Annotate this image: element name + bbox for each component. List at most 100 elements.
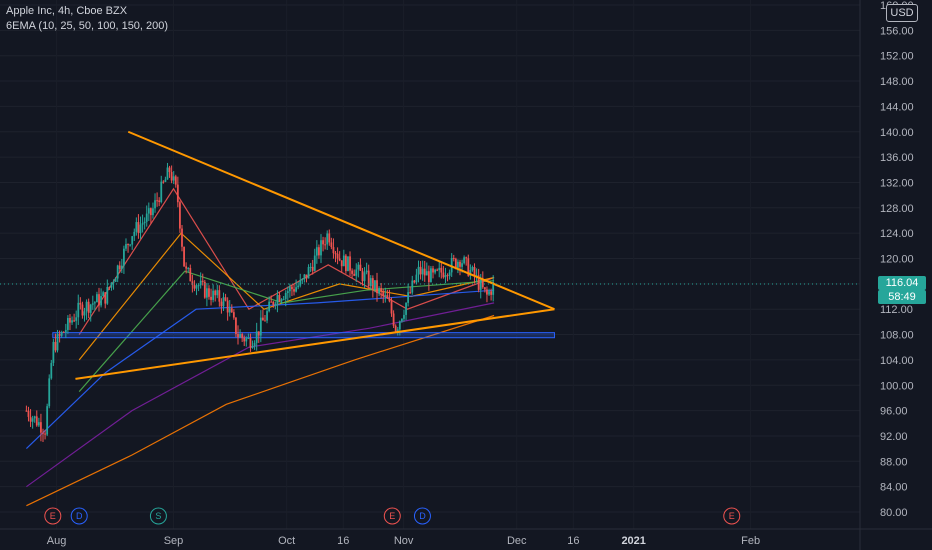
- candle-body: [152, 208, 154, 216]
- indicator-title[interactable]: 6EMA (10, 25, 50, 100, 150, 200): [6, 20, 169, 32]
- candle-body: [454, 258, 457, 268]
- candle-body: [44, 433, 46, 435]
- candle-body: [35, 416, 38, 426]
- candle-body: [355, 269, 358, 276]
- candle-body: [29, 416, 32, 422]
- candle-body: [253, 342, 256, 347]
- candle-body: [276, 294, 279, 304]
- event-earnings-marker: E: [383, 507, 401, 525]
- candle-body: [66, 317, 69, 330]
- candle-body: [286, 291, 289, 293]
- candle-body: [199, 280, 202, 286]
- candle-body: [56, 334, 59, 351]
- candle-body: [268, 301, 271, 312]
- candle-body: [284, 292, 287, 299]
- candle-body: [459, 261, 461, 267]
- price-tick-label: 152.00: [880, 51, 914, 63]
- candle-body: [423, 268, 426, 276]
- candle-body: [154, 200, 156, 209]
- candle-body: [31, 418, 34, 422]
- candle-body: [100, 296, 102, 306]
- last-price-label: 116.04: [878, 276, 926, 290]
- candle-body: [479, 279, 482, 290]
- candle-body: [139, 224, 142, 233]
- candle-body: [326, 233, 329, 245]
- candle-body: [104, 292, 107, 304]
- candle-body: [274, 303, 277, 305]
- candle-body: [421, 268, 424, 275]
- candle-body: [403, 314, 405, 319]
- candle-body: [185, 266, 188, 269]
- event-circle: [70, 507, 88, 525]
- candle-body: [301, 279, 304, 281]
- ema-150-line: [26, 302, 495, 488]
- candle-body: [183, 246, 185, 267]
- ema-10-line: [78, 187, 495, 335]
- candle-body: [193, 284, 196, 289]
- candle-body: [40, 422, 42, 433]
- candle-body: [390, 301, 393, 314]
- currency-button[interactable]: USD: [886, 4, 918, 22]
- event-circle: [723, 507, 741, 525]
- trendlines[interactable]: [75, 130, 555, 380]
- candle-body: [367, 270, 370, 287]
- price-tick-label: 104.00: [880, 355, 914, 367]
- candle-body: [457, 261, 459, 268]
- candle-body: [332, 247, 335, 254]
- candle-body: [197, 285, 200, 287]
- time-tick-label: Feb: [741, 535, 760, 547]
- candle-body: [98, 294, 100, 306]
- upper-trendline: [127, 130, 555, 311]
- candle-body: [143, 221, 146, 224]
- candle-body: [102, 292, 105, 297]
- candle-body: [374, 280, 376, 290]
- candle-body: [64, 329, 67, 333]
- candle-body: [315, 247, 318, 256]
- event-label: D: [419, 511, 426, 521]
- candle-body: [135, 222, 138, 232]
- candle-body: [425, 271, 428, 276]
- candle-body: [264, 320, 266, 322]
- candle-body: [222, 297, 225, 307]
- candle-body: [378, 288, 380, 294]
- lower-trendline: [75, 308, 555, 380]
- price-tick-label: 108.00: [880, 330, 914, 342]
- candle-body: [486, 289, 488, 295]
- symbol-title[interactable]: Apple Inc, 4h, Cboe BZX: [6, 5, 128, 17]
- candle-body: [313, 255, 316, 271]
- event-earnings-marker: E: [723, 507, 741, 525]
- event-circle: [413, 507, 431, 525]
- event-label: E: [729, 511, 735, 521]
- candle-body: [436, 269, 439, 271]
- support-zone[interactable]: [52, 332, 555, 339]
- ema-lines: [25, 187, 495, 507]
- candle-body: [147, 208, 150, 214]
- candle-body: [481, 279, 484, 288]
- candle-body: [396, 329, 399, 332]
- candle-body: [228, 308, 231, 313]
- candle-body: [91, 303, 94, 305]
- candle-body: [291, 286, 293, 290]
- candle-body: [344, 255, 347, 272]
- candle-body: [96, 294, 98, 303]
- candle-body: [224, 297, 227, 301]
- candle-body: [168, 167, 171, 173]
- time-tick-label: Dec: [507, 535, 527, 547]
- candle-body: [176, 184, 179, 203]
- candle-body: [232, 312, 235, 318]
- candle-body: [230, 308, 233, 313]
- candle-body: [77, 302, 80, 318]
- price-tick-label: 156.00: [880, 25, 914, 37]
- candle-body: [340, 260, 343, 267]
- candle-body: [50, 362, 53, 379]
- candle-body: [137, 222, 140, 233]
- candle-body: [162, 181, 165, 183]
- candle-body: [195, 285, 198, 289]
- candle-body: [210, 296, 212, 300]
- price-tick-label: 80.00: [880, 507, 908, 519]
- time-axis[interactable]: Aug Sep Oct 16 Nov Dec 16 2021 Feb: [47, 535, 760, 547]
- candle-body: [205, 288, 208, 298]
